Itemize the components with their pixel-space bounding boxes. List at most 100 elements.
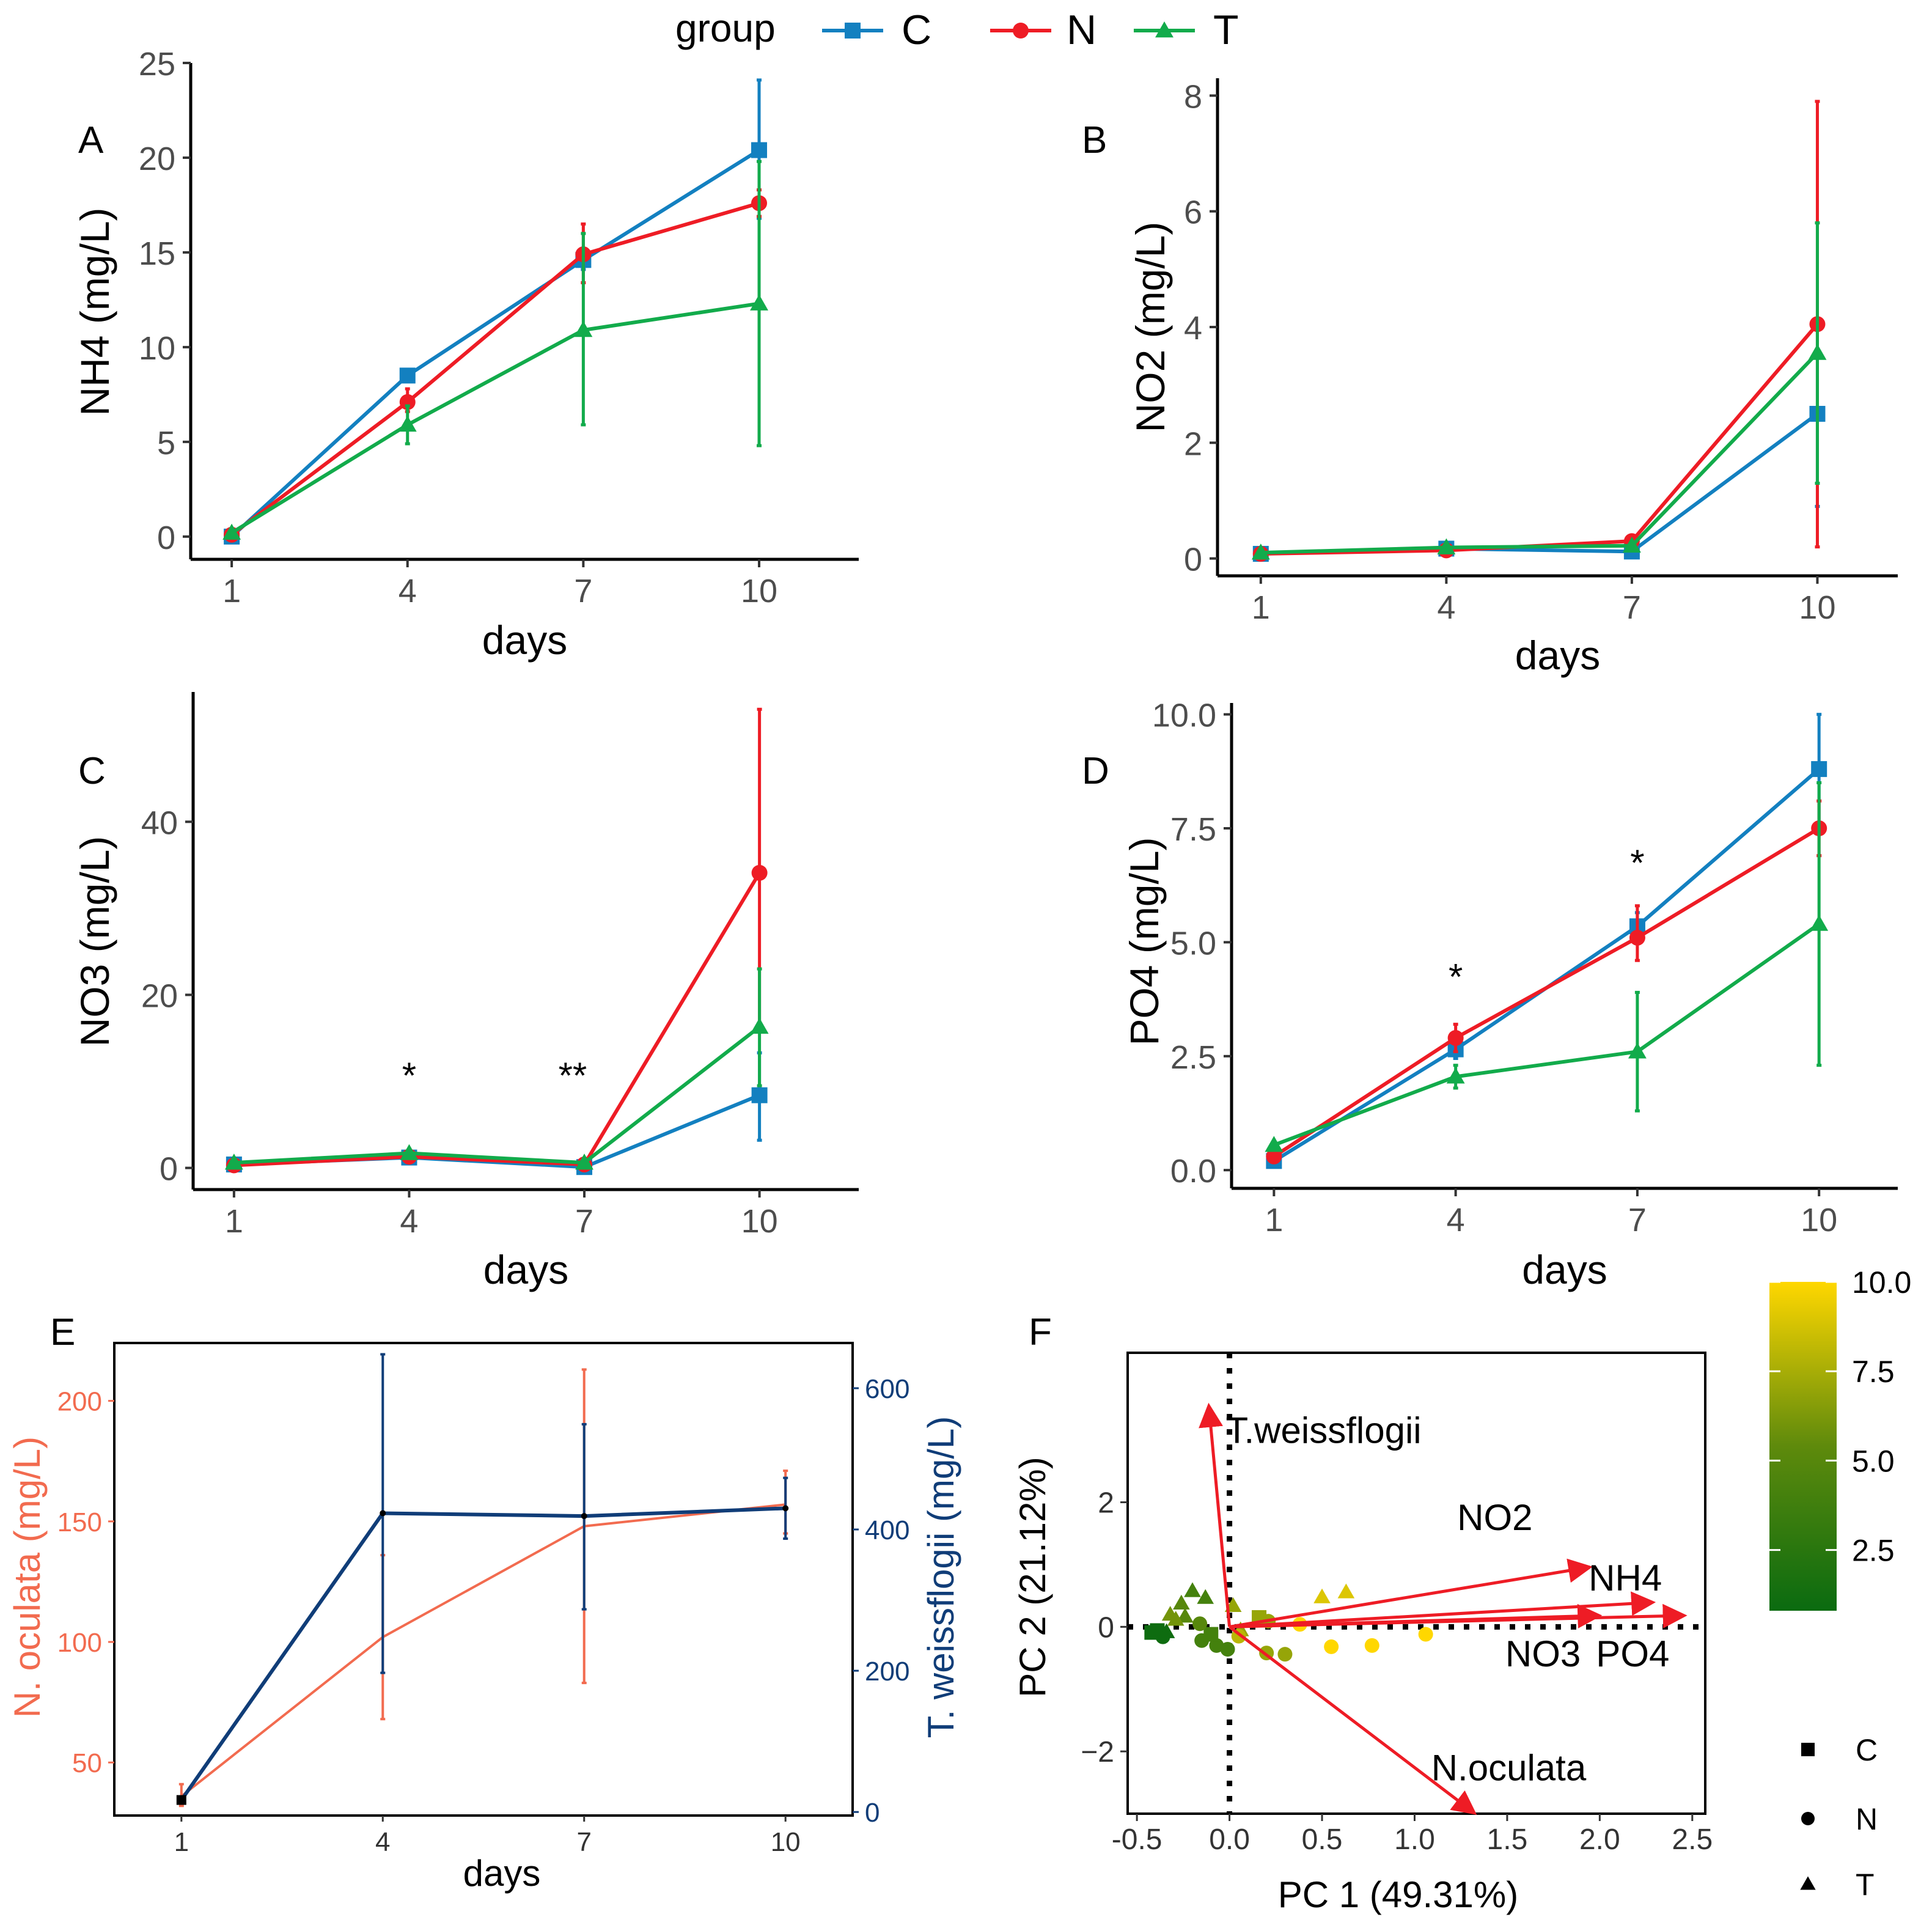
data-point-T xyxy=(750,1017,769,1034)
data-point-T xyxy=(1446,1067,1465,1084)
panel-E: E 50 100 150 200 0 200 400 600 1 4 7 10 days N. oculat… xyxy=(7,1311,961,1894)
data-point-T xyxy=(1265,1136,1284,1152)
loading-arrow-no2 xyxy=(1229,1558,1593,1628)
pca-point-circle xyxy=(1418,1627,1433,1642)
y-tick-label: 15 xyxy=(139,235,175,272)
legend-label-C: C xyxy=(902,7,931,53)
shape-legend-label-C: C xyxy=(1856,1733,1878,1767)
loading-label-t-weissflogii: T.weissflogii xyxy=(1226,1410,1422,1451)
x-tick-label: 7 xyxy=(574,573,592,609)
data-point-N xyxy=(751,864,768,881)
y-tick-label: 10.0 xyxy=(1152,697,1216,734)
data-point-T xyxy=(1810,914,1829,931)
series-T xyxy=(224,967,769,1170)
data-point-C xyxy=(399,367,416,384)
x-axis-title: days xyxy=(1522,1247,1607,1292)
x-tick-label: 7 xyxy=(575,1203,593,1240)
right-y-tick-label: 200 xyxy=(865,1657,909,1687)
x-tick-label: 10 xyxy=(1799,589,1835,626)
pca-point-triangle xyxy=(1158,1623,1175,1638)
y-tick-label: 10 xyxy=(139,330,175,367)
data-point-T xyxy=(1628,1042,1647,1059)
series-line-N xyxy=(1273,826,1820,1158)
y-tick-label: 8 xyxy=(1184,78,1202,115)
panel-B: B 0 2 4 6 8 1 4 7 10 days NO2 (mg/L) xyxy=(1082,78,1898,678)
pca-point-triangle xyxy=(1337,1583,1355,1599)
x-tick-label: 10 xyxy=(741,1203,778,1240)
left-y-axis-title: N. oculata (mg/L) xyxy=(7,1437,48,1718)
left-y-tick-label: 100 xyxy=(57,1628,102,1658)
y-axis-title: PO4 (mg/L) xyxy=(1122,837,1167,1045)
color-bar-label: 5.0 xyxy=(1852,1444,1895,1478)
significance-marker: * xyxy=(1449,957,1463,998)
data-point-t-weissflogii-start xyxy=(176,1795,186,1805)
y-tick-label: 0 xyxy=(157,520,175,556)
x-tick-label: 1.0 xyxy=(1394,1823,1435,1856)
loading-arrow-t-weissflogii xyxy=(1199,1402,1232,1627)
series-line-T xyxy=(230,301,760,535)
y-tick-label: 25 xyxy=(139,46,175,83)
loading-arrow-po4 xyxy=(1229,1603,1688,1628)
x-tick-label: 7 xyxy=(1623,589,1641,626)
legend-marker-C xyxy=(845,23,861,39)
data-point-T xyxy=(224,1153,243,1170)
shape-legend-marker-T xyxy=(1800,1876,1816,1890)
x-axis-title: days xyxy=(463,1853,541,1894)
x-tick-label: 10 xyxy=(741,573,777,609)
y-tick-label: 2 xyxy=(1098,1487,1114,1520)
series-line-T xyxy=(233,1025,761,1165)
x-tick-label: 1 xyxy=(174,1827,189,1857)
y-tick-label: 2 xyxy=(1184,425,1202,462)
x-axis-title: PC 1 (49.31%) xyxy=(1278,1874,1519,1915)
data-point-T xyxy=(1251,543,1270,560)
x-tick-label: 1 xyxy=(222,573,241,609)
x-axis-title: days xyxy=(1515,633,1600,678)
series-line-T xyxy=(1273,922,1820,1147)
x-tick-label: 0.0 xyxy=(1209,1823,1250,1856)
pca-point-circle xyxy=(1192,1616,1208,1632)
x-tick-label: 2.0 xyxy=(1579,1823,1620,1856)
pca-points xyxy=(1144,1582,1433,1662)
legend-item-T: T xyxy=(1134,7,1239,53)
x-tick-label: 4 xyxy=(1447,1202,1465,1238)
shape-legend-label-T: T xyxy=(1856,1867,1875,1902)
y-tick-label: 40 xyxy=(141,804,178,841)
panel-label-E: E xyxy=(50,1311,75,1353)
data-point-t-weissflogii xyxy=(782,1505,789,1512)
loading-label-nh4: NH4 xyxy=(1589,1558,1662,1599)
data-point-N xyxy=(399,394,416,410)
plot-frame xyxy=(1126,1352,1706,1815)
panel-D: D 0.0 2.5 5.0 7.5 10.0 1 4 7 10 days PO4 (mg/L) * * xyxy=(1082,697,1898,1292)
y-tick-label: 5 xyxy=(157,425,175,462)
pca-point-circle xyxy=(1277,1647,1293,1662)
pca-point-circle xyxy=(1364,1638,1379,1653)
x-axis-title: days xyxy=(482,617,567,663)
color-bar-label: 7.5 xyxy=(1852,1355,1895,1389)
x-tick-label: 4 xyxy=(400,1203,418,1240)
right-y-tick-label: 0 xyxy=(865,1798,880,1828)
loading-label-po4: PO4 xyxy=(1596,1633,1669,1674)
series-line-N xyxy=(230,201,760,537)
x-axis-title: days xyxy=(483,1247,568,1292)
pca-point-triangle xyxy=(1197,1589,1214,1604)
data-point-T xyxy=(750,294,768,311)
right-y-tick-label: 400 xyxy=(865,1515,909,1545)
data-point-T xyxy=(1808,344,1827,360)
panel-label-F: F xyxy=(1029,1311,1052,1353)
panel-label-D: D xyxy=(1082,750,1109,792)
left-y-tick-label: 50 xyxy=(72,1748,102,1778)
right-y-tick-label: 600 xyxy=(865,1374,909,1404)
pca-point-triangle xyxy=(1167,1611,1185,1626)
legend-item-C: C xyxy=(822,7,931,53)
data-point-T xyxy=(400,1144,419,1160)
series-line-t-weissflogii xyxy=(180,1506,786,1801)
x-tick-label: 0.5 xyxy=(1302,1823,1343,1856)
series-T xyxy=(1251,221,1827,560)
significance-marker: * xyxy=(402,1055,416,1096)
loading-label-no3: NO3 xyxy=(1505,1633,1581,1674)
y-tick-label: 0 xyxy=(160,1151,178,1188)
